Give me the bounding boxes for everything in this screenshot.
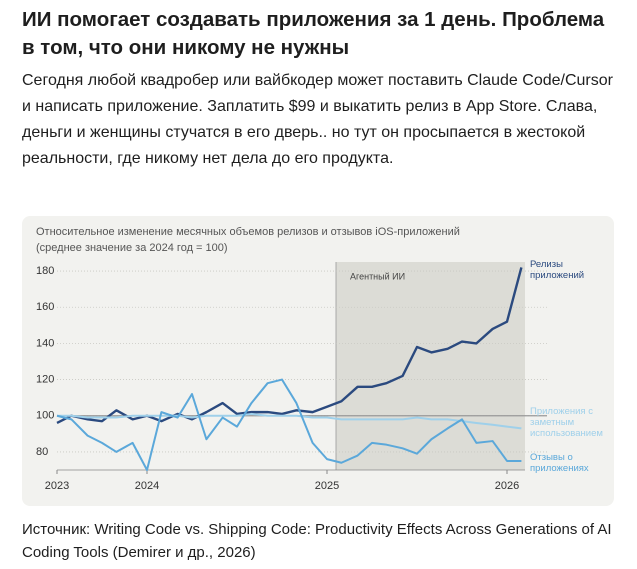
chart-subtitle: (среднее значение за 2024 год = 100) — [36, 242, 228, 254]
series-line — [57, 412, 522, 430]
chart: Относительное изменение месячных объемов… — [36, 226, 547, 492]
x-tick-label: 2026 — [495, 480, 519, 492]
source: Источник: Writing Code vs. Shipping Code… — [22, 521, 612, 561]
y-tick-label: 80 — [36, 446, 48, 458]
chart-title: Относительное изменение месячных объемов… — [36, 226, 460, 238]
y-tick-label: 180 — [36, 265, 54, 277]
series-line — [56, 378, 522, 471]
x-tick-label: 2024 — [135, 480, 159, 492]
x-tick-label: 2025 — [315, 480, 339, 492]
legend-label: Релизы приложений — [530, 259, 585, 281]
post-title: ИИ помогает создавать приложения за 1 де… — [22, 8, 605, 59]
y-tick-label: 120 — [36, 373, 54, 385]
series-line — [56, 267, 523, 425]
region-label: Агентный ИИ — [350, 271, 405, 281]
y-tick-label: 160 — [36, 301, 54, 313]
chart-card: Относительное изменение месячных объемов… — [22, 216, 614, 506]
legend-label: Приложения с заметным использованием — [530, 406, 603, 439]
y-tick-label: 100 — [36, 410, 54, 422]
y-tick-label: 140 — [36, 337, 54, 349]
post-text: Сегодня любой квадробер или вайбкодер мо… — [22, 72, 613, 167]
x-tick-label: 2023 — [45, 480, 69, 492]
shaded-region — [336, 262, 525, 470]
legend-label: Отзывы о приложениях — [530, 452, 589, 474]
